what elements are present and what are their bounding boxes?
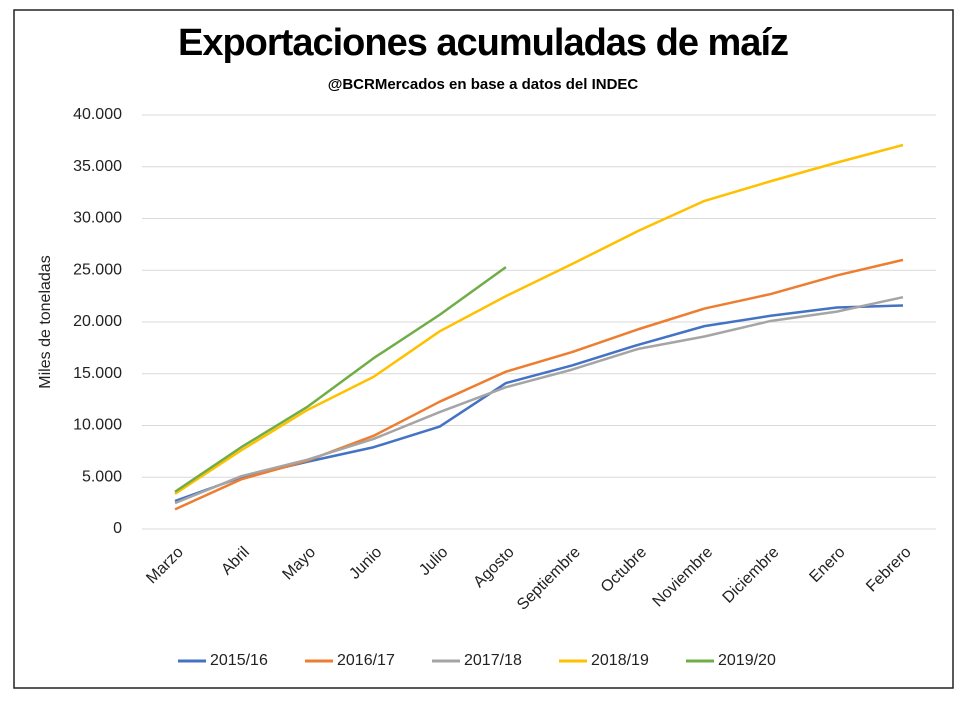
y-axis-label: Miles de toneladas	[37, 255, 54, 388]
series-line	[174, 143, 904, 495]
y-tick-label: 0	[113, 520, 122, 537]
legend-label: 2019/20	[718, 652, 776, 669]
legend-label: 2018/19	[591, 652, 649, 669]
y-tick-label: 35.000	[73, 158, 122, 175]
legend-label: 2016/17	[337, 652, 395, 669]
legend-label: 2015/16	[210, 652, 268, 669]
chart-title: Exportaciones acumuladas de maíz	[178, 22, 788, 64]
y-tick-label: 15.000	[73, 365, 122, 382]
chart-subtitle: @BCRMercados en base a datos del INDEC	[328, 76, 639, 93]
series-line	[174, 258, 904, 511]
legend-label: 2017/18	[464, 652, 522, 669]
y-tick-label: 40.000	[73, 106, 122, 123]
y-tick-label: 25.000	[73, 261, 122, 278]
y-tick-label: 10.000	[73, 417, 122, 434]
series-line	[174, 266, 507, 493]
y-tick-label: 20.000	[73, 313, 122, 330]
y-tick-label: 5.000	[82, 468, 122, 485]
frame	[13, 9, 954, 689]
y-tick-label: 30.000	[73, 210, 122, 227]
series-line	[174, 295, 904, 505]
